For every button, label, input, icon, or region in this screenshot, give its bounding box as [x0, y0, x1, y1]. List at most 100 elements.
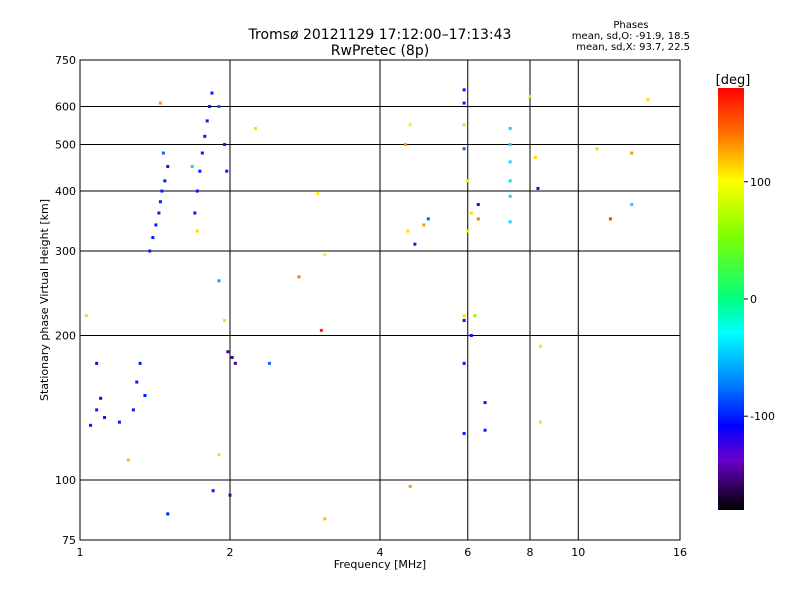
x-axis-label: Frequency [MHz] — [334, 558, 426, 571]
data-point — [462, 88, 466, 92]
data-point — [422, 223, 426, 227]
data-point — [466, 229, 470, 233]
data-point — [117, 420, 121, 424]
data-point — [148, 249, 152, 253]
x-tick-label: 16 — [673, 546, 687, 559]
data-point — [230, 355, 234, 359]
data-point — [193, 211, 197, 215]
data-point — [536, 186, 540, 190]
data-point — [533, 155, 537, 159]
data-point — [462, 123, 466, 127]
data-point — [297, 275, 301, 279]
data-point — [408, 484, 412, 488]
data-point — [473, 314, 477, 318]
data-point — [95, 361, 99, 365]
data-point — [646, 98, 650, 102]
colorbar-tick-label: 100 — [750, 176, 771, 189]
data-point — [84, 314, 88, 318]
data-point — [462, 432, 466, 436]
data-point — [217, 453, 221, 457]
x-tick-label: 4 — [377, 546, 384, 559]
data-point — [158, 200, 162, 204]
data-point — [195, 229, 199, 233]
data-point — [319, 328, 323, 332]
data-point — [143, 394, 147, 398]
data-point — [630, 151, 634, 155]
colorbar-unit: [deg] — [716, 73, 751, 88]
data-point — [103, 415, 107, 419]
data-point — [406, 229, 410, 233]
data-point — [210, 91, 214, 95]
data-point — [408, 123, 412, 127]
subtitle-line: RwPretec (8p) — [330, 43, 430, 59]
phase-heading: Phases — [613, 20, 649, 31]
data-points — [84, 88, 650, 521]
phase-mean-o: mean, sd,O: -91.9, 18.5 — [571, 31, 690, 42]
phase-mean-x: mean, sd,X: 93.7, 22.5 — [576, 42, 690, 53]
x-tick-label: 8 — [527, 546, 534, 559]
data-point — [483, 401, 487, 405]
data-point — [476, 202, 480, 206]
data-point — [198, 169, 202, 173]
data-point — [166, 164, 170, 168]
data-point — [228, 493, 232, 497]
data-point — [466, 179, 470, 183]
data-point — [413, 242, 417, 246]
data-point — [403, 143, 407, 147]
title-line: Tromsø 20121129 17:12:00–17:13:43 — [248, 27, 512, 43]
data-point — [608, 217, 612, 221]
y-tick-label: 100 — [55, 474, 76, 487]
data-point — [462, 361, 466, 365]
data-point — [99, 396, 103, 400]
data-point — [225, 169, 229, 173]
data-point — [267, 361, 271, 365]
tick-labels: 1 2 4 6 8 10 16 75 100 200 300 400 500 600 750 — [55, 54, 687, 559]
data-point — [217, 105, 221, 109]
colorbar-ticks: 100 0 -100 — [744, 176, 775, 423]
data-point — [95, 408, 99, 412]
colorbar-tick-label: 0 — [750, 293, 757, 306]
y-axis-label: Stationary phase Virtual Height [km] — [38, 199, 51, 401]
grid-lines — [80, 60, 680, 540]
data-point — [154, 223, 158, 227]
y-tick-label: 75 — [62, 534, 76, 547]
colorbar-tick-label: -100 — [750, 410, 775, 423]
data-point — [131, 408, 135, 412]
data-point — [462, 314, 466, 318]
data-point — [426, 217, 430, 221]
data-point — [190, 164, 194, 168]
data-point — [151, 236, 155, 240]
plot-frame — [79, 59, 681, 541]
data-point — [233, 361, 237, 365]
y-tick-label: 750 — [55, 54, 76, 67]
data-point — [203, 134, 207, 138]
data-point — [205, 119, 209, 123]
x-tick-label: 6 — [464, 546, 471, 559]
data-point — [630, 202, 634, 206]
data-point — [469, 211, 473, 215]
data-point — [508, 179, 512, 183]
data-point — [163, 179, 167, 183]
x-tick-label: 1 — [77, 546, 84, 559]
data-point — [476, 217, 480, 221]
data-point — [158, 101, 162, 105]
y-tick-label: 200 — [55, 330, 76, 343]
data-point — [89, 423, 93, 427]
data-point — [160, 189, 164, 193]
data-point — [138, 361, 142, 365]
y-tick-label: 300 — [55, 245, 76, 258]
data-point — [508, 194, 512, 198]
data-point — [462, 318, 466, 322]
data-point — [223, 143, 227, 147]
data-point — [508, 126, 512, 130]
data-point — [223, 318, 227, 322]
data-point — [226, 350, 230, 354]
data-point — [200, 151, 204, 155]
colorbar — [718, 88, 744, 510]
data-point — [211, 489, 215, 493]
data-point — [539, 344, 543, 348]
data-point — [208, 105, 212, 109]
y-tick-label: 400 — [55, 185, 76, 198]
data-point — [217, 279, 221, 283]
